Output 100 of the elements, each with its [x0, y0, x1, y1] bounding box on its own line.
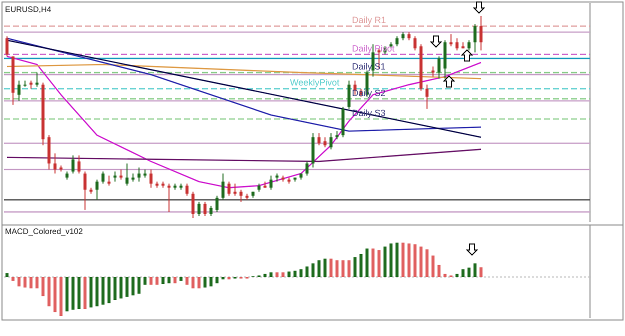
bar [330, 258, 332, 277]
candlestick [474, 24, 476, 53]
bar [456, 274, 458, 277]
candlestick [270, 175, 272, 190]
bar [30, 277, 32, 288]
bar [192, 277, 194, 288]
bar [468, 268, 470, 277]
candlestick [72, 154, 74, 174]
candlestick [438, 56, 440, 80]
candlestick [324, 136, 326, 148]
bar [270, 272, 272, 277]
bar [162, 277, 164, 284]
bar [378, 250, 380, 277]
bar [444, 274, 446, 277]
bar [480, 267, 482, 277]
bar [210, 277, 212, 286]
bar [216, 277, 218, 284]
bar [336, 260, 338, 277]
bar [126, 277, 128, 297]
bar [138, 277, 140, 294]
candlestick [222, 173, 224, 200]
chart-title: EURUSD,H4 [5, 5, 52, 14]
bar [48, 277, 50, 306]
candlestick [168, 183, 170, 212]
bar [300, 269, 302, 277]
bar [84, 277, 86, 309]
candlestick [426, 84, 428, 110]
bar [426, 249, 428, 277]
bar [324, 258, 326, 277]
bar [168, 277, 170, 284]
candlestick [468, 40, 470, 51]
bar [42, 277, 44, 296]
bar [180, 277, 182, 281]
candlestick [480, 16, 482, 51]
candlestick [396, 36, 398, 47]
bar [288, 272, 290, 277]
candlestick [6, 36, 8, 57]
bar [60, 277, 62, 316]
bar [114, 277, 116, 300]
candlestick [330, 132, 332, 150]
bar [276, 272, 278, 277]
bar [264, 274, 266, 277]
candlestick [228, 181, 230, 196]
bar [198, 277, 200, 288]
bar [12, 277, 14, 281]
candlestick [318, 132, 320, 146]
bar [282, 272, 284, 277]
candlestick [186, 183, 188, 196]
bar [186, 277, 188, 285]
bar [36, 277, 38, 288]
candlestick [150, 169, 152, 188]
bar [372, 248, 374, 277]
ref-line-label: WeeklyPivot [290, 78, 340, 88]
candlestick [36, 72, 38, 88]
bar [474, 263, 476, 277]
candlestick [108, 175, 110, 186]
bar [294, 270, 296, 277]
bar [414, 244, 416, 277]
candlestick [372, 44, 374, 78]
bar [66, 277, 68, 312]
bar [120, 277, 122, 298]
bar [390, 243, 392, 277]
candlestick [456, 38, 458, 51]
candlestick [54, 152, 56, 174]
bar [402, 242, 404, 277]
bar [342, 260, 344, 277]
bar [408, 243, 410, 277]
bar [462, 269, 464, 277]
bar [432, 256, 434, 277]
candlestick [18, 80, 20, 102]
bar [54, 277, 56, 312]
bar [174, 277, 176, 284]
bar [360, 254, 362, 277]
candlestick [114, 171, 116, 182]
candlestick [78, 154, 80, 174]
bar [348, 260, 350, 277]
candlestick [234, 183, 236, 196]
bar [354, 257, 356, 277]
candlestick [204, 201, 206, 216]
bar [204, 277, 206, 288]
bar [6, 273, 8, 277]
bar [108, 277, 110, 304]
candlestick [198, 201, 200, 216]
bar [24, 277, 26, 288]
bar [438, 264, 440, 277]
ref-line-label: Daily R1 [352, 15, 386, 26]
candlestick [192, 191, 194, 218]
candlestick [120, 169, 122, 180]
bar [132, 277, 134, 296]
candlestick [84, 171, 86, 210]
candlestick [240, 189, 242, 202]
bar [312, 263, 314, 277]
bar [318, 260, 320, 277]
candlestick [96, 179, 98, 200]
candlestick [348, 80, 350, 110]
candlestick [126, 162, 128, 186]
bar [306, 266, 308, 277]
bar [90, 277, 92, 308]
candlestick [432, 66, 434, 78]
candlestick [210, 205, 212, 216]
